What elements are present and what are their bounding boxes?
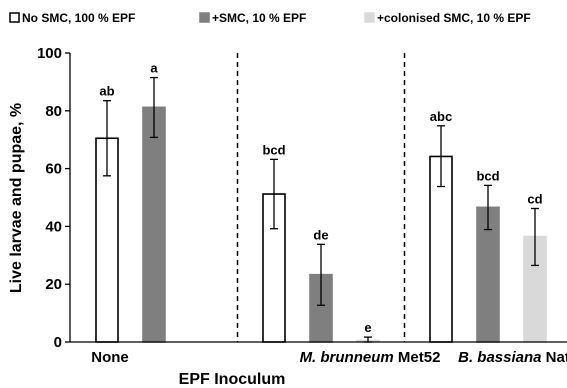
significance-label: ab (99, 84, 114, 99)
x-category-label: B. bassiana Naturalis (458, 349, 567, 366)
legend-label: +colonised SMC, 10 % EPF (377, 11, 531, 25)
x-category-label-part: B. bassiana (458, 349, 541, 366)
bar (142, 106, 166, 343)
y-tick-label: 20 (45, 276, 62, 293)
x-category-label-part: Met52 (394, 349, 441, 366)
x-axis-title: EPF Inoculum (179, 371, 286, 388)
significance-label: e (364, 320, 371, 335)
significance-label: de (313, 227, 328, 242)
y-axis-title: Live larvae and pupae, % (8, 103, 25, 293)
significance-label: cd (527, 191, 542, 206)
y-tick-label: 40 (45, 218, 62, 235)
significance-label: abc (430, 109, 452, 124)
y-tick-label: 80 (45, 103, 62, 120)
x-category-label: M. brunneum Met52 (300, 349, 441, 366)
legend-label: No SMC, 100 % EPF (22, 11, 135, 25)
y-tick-label: 100 (37, 45, 62, 62)
x-category-label: None (91, 349, 129, 366)
y-axis: 0 20 40 60 80 100 (37, 45, 71, 351)
y-tick-label: 60 (45, 161, 62, 178)
significance-label: a (150, 61, 158, 76)
significance-label: bcd (476, 168, 499, 183)
significance-label: bcd (262, 142, 285, 157)
legend-label: +SMC, 10 % EPF (212, 11, 306, 25)
x-category-label-part: None (91, 349, 129, 366)
legend-swatch (199, 12, 210, 23)
bars: ab a bcd de e abc bcd cd (95, 61, 547, 343)
group-dividers (236, 53, 406, 342)
legend-swatch (364, 12, 375, 23)
x-axis: None M. brunneum Met52 B. bassiana Natural… (70, 341, 567, 366)
x-category-label-part: Naturalis (542, 349, 567, 366)
y-tick-label: 0 (54, 334, 62, 351)
legend-swatch (9, 12, 20, 23)
x-category-label-part: M. brunneum (300, 349, 394, 366)
legend: No SMC, 100 % EPF +SMC, 10 % EPF +colonise… (9, 11, 531, 25)
